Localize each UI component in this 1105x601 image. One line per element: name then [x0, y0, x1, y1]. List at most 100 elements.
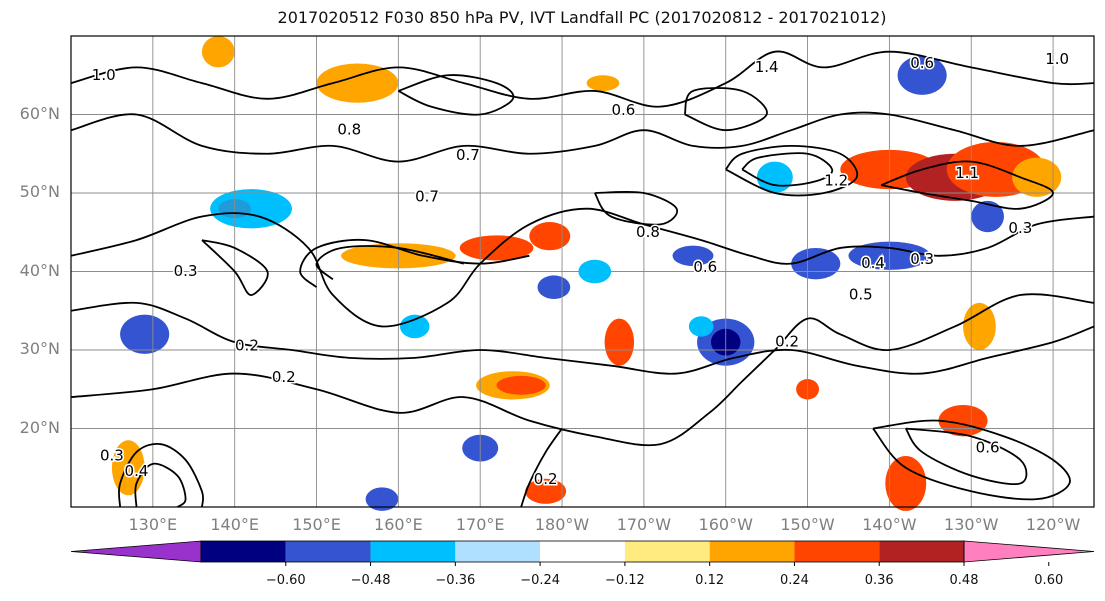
contour-label: 0.6 [976, 439, 1000, 457]
latitude-label: 50°N [19, 182, 60, 201]
pv-anomaly-region [529, 222, 571, 251]
longitude-label: 160°W [698, 515, 753, 534]
contour-label: 1.0 [92, 66, 116, 84]
pv-anomaly-region [791, 247, 841, 280]
colorbar-segment [455, 541, 541, 562]
contour-label: 1.1 [955, 164, 979, 182]
pv-anomaly-region [897, 55, 947, 95]
pv-shading-layer [111, 36, 1062, 511]
longitude-label: 130°E [128, 515, 178, 534]
contour-label: 0.3 [174, 262, 198, 280]
contour-label: 0.3 [1008, 219, 1032, 237]
contour-label: 0.4 [861, 254, 885, 272]
longitude-label: 150°E [292, 515, 341, 534]
pv-anomaly-region [1012, 157, 1062, 197]
longitude-label: 150°W [780, 515, 835, 534]
ivt-contour-line [904, 427, 1028, 485]
pv-anomaly-region [688, 316, 714, 337]
ivt-contour-line [315, 245, 465, 281]
contour-label: 0.7 [415, 187, 439, 205]
pv-anomaly-region [971, 200, 1004, 233]
pv-anomaly-region [316, 63, 399, 103]
longitude-label: 160°E [374, 515, 423, 534]
colorbar-tick-label: −0.24 [520, 573, 561, 588]
colorbar-segment [709, 541, 795, 562]
colorbar-segment [370, 541, 456, 562]
ivt-contour-line [118, 442, 205, 508]
pv-anomaly-region [496, 375, 546, 395]
contour-label: 0.2 [534, 470, 558, 488]
pv-anomaly-region [604, 318, 635, 366]
ivt-contour-line [520, 427, 563, 508]
ivt-contours [70, 50, 1095, 508]
colorbar-tick-label: 0.60 [1034, 573, 1064, 588]
latitude-label: 40°N [19, 260, 60, 280]
colorbar-segment [794, 541, 880, 562]
ivt-contour-line [872, 419, 1071, 501]
contour-label: 0.6 [910, 54, 934, 72]
longitude-label: 170°E [455, 515, 505, 534]
longitude-label: 140°W [862, 515, 917, 534]
ivt-contour-line [70, 207, 1095, 328]
ivt-contour-line [299, 238, 530, 288]
contour-label: 0.2 [235, 337, 259, 355]
ivt-contour-line [397, 74, 515, 116]
pv-anomaly-region [586, 75, 620, 91]
contour-label: 1.0 [1045, 50, 1069, 68]
contour-label: 0.6 [693, 258, 717, 276]
map-frame [70, 35, 1095, 508]
pv-anomaly-region [525, 478, 567, 504]
latitude-label: 60°N [19, 103, 60, 123]
longitude-label: 120°W [1025, 515, 1081, 534]
pv-anomaly-region [120, 314, 170, 354]
longitude-label: 170°W [616, 515, 672, 534]
colorbar-tick-label: −0.36 [435, 573, 476, 588]
colorbar-tick-label: 0.24 [779, 573, 809, 588]
contour-label: 0.2 [775, 333, 799, 351]
contour-label: 0.6 [611, 101, 635, 119]
pv-anomaly-region [210, 189, 292, 229]
colorbar-tick-label: 0.48 [949, 573, 979, 588]
pv-anomaly-region [963, 302, 996, 351]
contour-label: 0.5 [849, 286, 873, 304]
contour-label: 0.3 [100, 446, 124, 464]
longitude-label: 180°W [534, 515, 590, 534]
contour-label: 0.4 [125, 462, 149, 480]
ivt-contour-line [70, 50, 1095, 108]
pv-anomaly-region [672, 245, 714, 267]
contour-label: 0.8 [636, 223, 660, 241]
gridlines [71, 36, 1094, 507]
ivt-contour-line [134, 462, 187, 508]
latitude-label: 20°N [19, 417, 60, 437]
colorbar-segment [201, 541, 286, 562]
colorbar-tick-label: −0.60 [265, 573, 306, 588]
ivt-contour-line [70, 111, 1095, 163]
colorbar-outline [200, 540, 965, 563]
contour-labels: 1.0 0.8 0.7 0.7 0.3 0.2 0.2 0.2 0.6 0.6 0.8 1.2 1.4 0… [90, 49, 1070, 490]
colorbar-high-extend [963, 540, 1095, 563]
pv-anomaly-region [201, 36, 235, 68]
colorbar-segment [540, 541, 625, 562]
ivt-contour-line [725, 144, 859, 197]
colorbar-segment [879, 541, 964, 562]
ivt-contour-line [70, 301, 1095, 375]
pv-anomaly-region [537, 275, 571, 299]
colorbar-tick-label: −0.48 [350, 573, 391, 588]
colorbar-tick-label: 0.12 [695, 573, 725, 588]
contour-label: 0.3 [910, 250, 934, 268]
longitude-label: 140°E [210, 515, 259, 534]
pv-anomaly-region [399, 314, 430, 339]
colorbar [70, 540, 1095, 566]
ivt-contour-line [201, 239, 269, 296]
ivt-contour-line [70, 293, 1095, 447]
colorbar-segment [624, 541, 710, 562]
latitude-label: 30°N [19, 339, 60, 358]
ivt-contour-line [741, 152, 834, 187]
colorbar-segment [285, 541, 371, 562]
ivt-contour-line [880, 160, 1054, 210]
pv-anomaly-region [365, 487, 399, 511]
longitude-label: 130°W [944, 515, 999, 534]
contour-label: 1.4 [755, 58, 779, 76]
colorbar-tick-label: 0.36 [864, 573, 894, 588]
